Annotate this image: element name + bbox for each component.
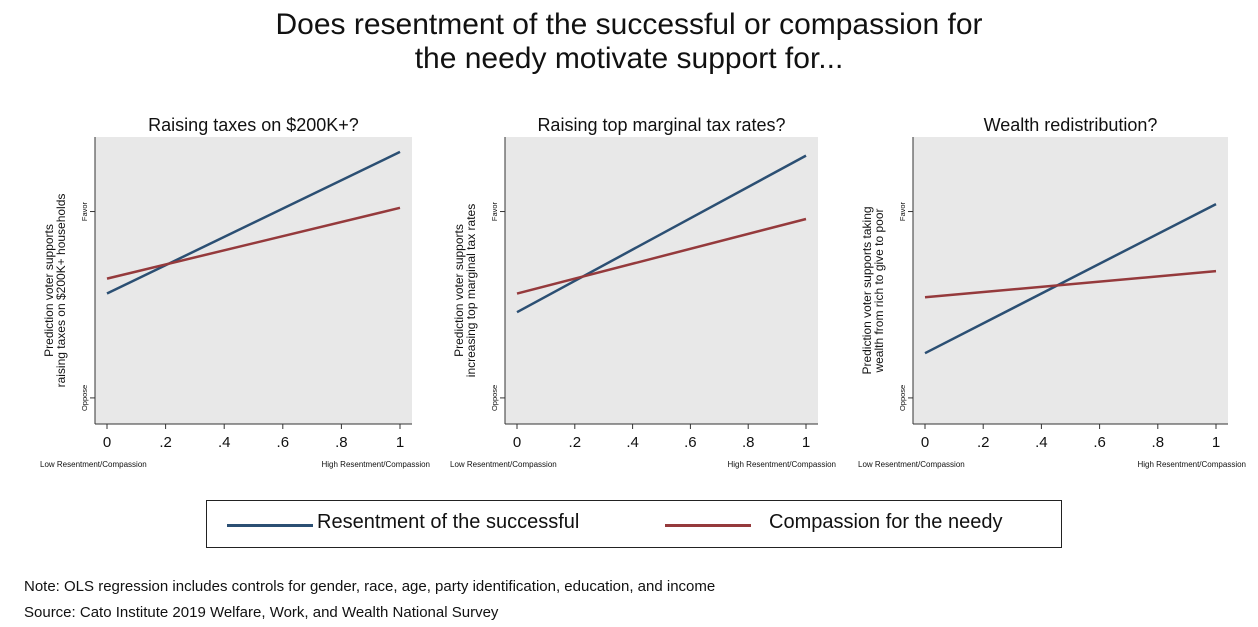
y-axis-label-3-line-2: wealth from rich to give to poor <box>872 208 886 373</box>
source-text: Source: Cato Institute 2019 Welfare, Wor… <box>24 604 499 621</box>
series-line-compassion-1 <box>106 206 401 280</box>
x-tick-label-3-1: 1 <box>1212 434 1220 451</box>
x-tick-label-3-.2: .2 <box>977 434 990 451</box>
x-tick-label-2-.2: .2 <box>569 434 582 451</box>
ytick-label-oppose-3: Oppose <box>898 385 907 411</box>
series-line-resentment-3 <box>924 202 1217 355</box>
x-tick-label-3-.8: .8 <box>1152 434 1165 451</box>
x-tick-label-2-.8: .8 <box>742 434 755 451</box>
plot-area-2 <box>505 137 818 424</box>
series-line-compassion-2 <box>516 217 807 295</box>
series-line-compassion-3 <box>924 269 1217 299</box>
x-tick-label-1-1: 1 <box>396 434 404 451</box>
panel-title-1: Raising taxes on $200K+? <box>148 115 359 135</box>
panel-title-3: Wealth redistribution? <box>984 115 1158 135</box>
x-label-left-3: Low Resentment/Compassion <box>858 460 965 469</box>
legend-resentment-label: Resentment of the successful <box>317 511 580 533</box>
y-axis-label-3-line-1: Prediction voter supports taking <box>860 206 874 374</box>
x-tick-label-1-.6: .6 <box>277 434 290 451</box>
x-label-right-1: High Resentment/Compassion <box>322 460 431 469</box>
y-axis-label-1-line-1: Prediction voter supports <box>42 224 56 357</box>
plot-area-3 <box>913 137 1228 424</box>
legend-resentment-swatch <box>227 524 313 527</box>
x-tick-label-2-.6: .6 <box>684 434 697 451</box>
plot-area-1 <box>95 137 412 424</box>
legend: Resentment of the successful Compassion … <box>206 500 1062 548</box>
x-tick-label-1-.4: .4 <box>218 434 231 451</box>
legend-compassion-swatch <box>665 524 751 527</box>
panel-title-2: Raising top marginal tax rates? <box>537 115 785 135</box>
ytick-label-oppose-1: Oppose <box>80 385 89 411</box>
series-line-resentment-1 <box>106 150 401 295</box>
x-tick-label-3-0: 0 <box>921 434 929 451</box>
ytick-label-favor-1: Favor <box>80 201 89 221</box>
y-axis-label-1-line-2: raising taxes on $200K+ households <box>54 194 68 388</box>
chart-title-line-2: the needy motivate support for... <box>414 42 844 75</box>
ytick-label-oppose-2: Oppose <box>490 385 499 411</box>
x-tick-label-2-1: 1 <box>802 434 810 451</box>
x-tick-label-1-.2: .2 <box>159 434 172 451</box>
x-tick-label-3-.4: .4 <box>1035 434 1048 451</box>
x-label-left-2: Low Resentment/Compassion <box>450 460 557 469</box>
y-axis-label-2-line-2: increasing top marginal tax rates <box>464 204 478 377</box>
note-text: Note: OLS regression includes controls f… <box>24 578 716 595</box>
x-label-right-3: High Resentment/Compassion <box>1138 460 1247 469</box>
ytick-label-favor-2: Favor <box>490 201 499 221</box>
x-tick-label-2-0: 0 <box>513 434 521 451</box>
x-tick-label-2-.4: .4 <box>626 434 639 451</box>
y-axis-label-2-line-1: Prediction voter supports <box>452 224 466 357</box>
chart-title-line-1: Does resentment of the successful or com… <box>275 8 983 41</box>
x-tick-label-1-0: 0 <box>103 434 111 451</box>
x-tick-label-1-.8: .8 <box>335 434 348 451</box>
x-tick-label-3-.6: .6 <box>1093 434 1106 451</box>
legend-compassion-label: Compassion for the needy <box>769 511 1003 533</box>
x-label-right-2: High Resentment/Compassion <box>728 460 837 469</box>
x-label-left-1: Low Resentment/Compassion <box>40 460 147 469</box>
ytick-label-favor-3: Favor <box>898 201 907 221</box>
series-line-resentment-2 <box>516 154 807 314</box>
